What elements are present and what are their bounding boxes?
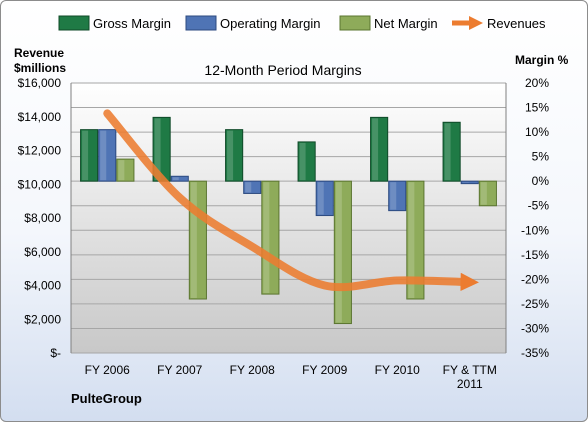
bar-net-margin [406,180,425,300]
legend-label-operating-margin: Operating Margin [220,16,320,31]
left-tick-label: $4,000 [24,279,61,293]
right-tick-label: 20% [525,76,549,90]
bar-highlight [190,182,197,298]
right-axis-title: Margin % [515,53,569,67]
legend: Gross Margin Operating Margin Net Margin… [58,15,546,31]
bar-highlight [480,182,487,205]
category-labels: FY 2006 FY 2007 FY 2008 FY 2009 FY 2010 FY & … [85,363,497,391]
right-tick-label: 0% [532,174,550,188]
right-tick-label: -35% [521,346,549,360]
right-axis-ticks: -35% -30% -25% -20% -15% -10% -5% 0% 5% 10% 15% 20% [521,76,549,360]
bar-operating-margin [98,129,117,182]
bar-operating-margin [170,175,189,182]
bar-gross-margin [225,129,244,182]
bar-highlight [118,160,125,181]
bar-operating-margin [243,180,262,194]
bar-gross-margin [80,129,99,182]
chart-title: 12-Month Period Margins [204,62,361,78]
right-tick-label: -5% [528,199,550,213]
category-label: FY 2009 [302,363,347,377]
left-tick-label: $10,000 [18,177,62,191]
bar-highlight [317,182,324,215]
bar-highlight [299,142,306,181]
left-tick-label: $12,000 [18,144,62,158]
left-tick-label: $16,000 [18,76,62,90]
category-label: FY & TTM 2011 [443,363,497,391]
category-label: FY 2006 [85,363,130,377]
legend-swatch-operating-margin [185,15,217,31]
bar-highlight [245,182,252,193]
bar-highlight [335,182,342,323]
left-tick-label: $6,000 [24,245,61,259]
left-axis-title-line1: Revenue [14,46,64,60]
legend-label-gross-margin: Gross Margin [93,16,171,31]
left-tick-label: $2,000 [24,312,61,326]
right-tick-label: -10% [521,223,549,237]
right-tick-label: 10% [525,125,549,139]
left-axis-ticks: $- $2,000 $4,000 $6,000 $8,000 $10,000 $12,000… [18,76,62,360]
category-label: FY 2010 [375,363,420,377]
legend-arrow-revenues-icon [469,16,483,30]
right-tick-label: -30% [521,321,549,335]
left-tick-label: $14,000 [18,110,62,124]
right-tick-label: -25% [521,297,549,311]
legend-label-revenues: Revenues [487,16,546,31]
bar-net-margin [261,180,280,295]
bar-gross-margin [442,121,461,182]
bar-highlight [172,177,179,181]
gridlines [70,82,507,354]
revenue-line [103,109,479,292]
right-tick-label: -20% [521,272,549,286]
category-label: FY 2007 [157,363,202,377]
category-label: FY 2008 [230,363,275,377]
revenue-line-path [103,109,479,292]
left-axis-title-line2: $millions [14,61,66,75]
bar-gross-margin [297,141,316,182]
legend-swatch-gross-margin [58,15,90,31]
bar-highlight [154,118,161,181]
right-tick-label: 5% [532,150,550,164]
bar-highlight [372,118,379,181]
bar-gross-margin [370,116,389,182]
bar-highlight [100,130,107,181]
legend-label-net-margin: Net Margin [374,16,438,31]
bar-net-margin [478,180,497,207]
bar-highlight [227,130,234,181]
bar-highlight [82,130,89,181]
company-label: PulteGroup [71,391,142,406]
bar-operating-margin [388,180,407,212]
left-tick-label: $8,000 [24,211,61,225]
right-tick-label: 15% [525,101,549,115]
legend-swatch-net-margin [339,15,371,31]
bar-net-margin [116,158,135,182]
bar-highlight [263,182,270,294]
bar-highlight [408,182,415,298]
left-tick-label: $- [50,346,61,360]
bar-operating-margin [460,180,479,185]
right-tick-label: -15% [521,248,549,262]
bar-highlight [444,123,451,181]
bar-highlight [390,182,397,210]
bar-operating-margin [315,180,334,217]
plot-area [71,83,506,353]
